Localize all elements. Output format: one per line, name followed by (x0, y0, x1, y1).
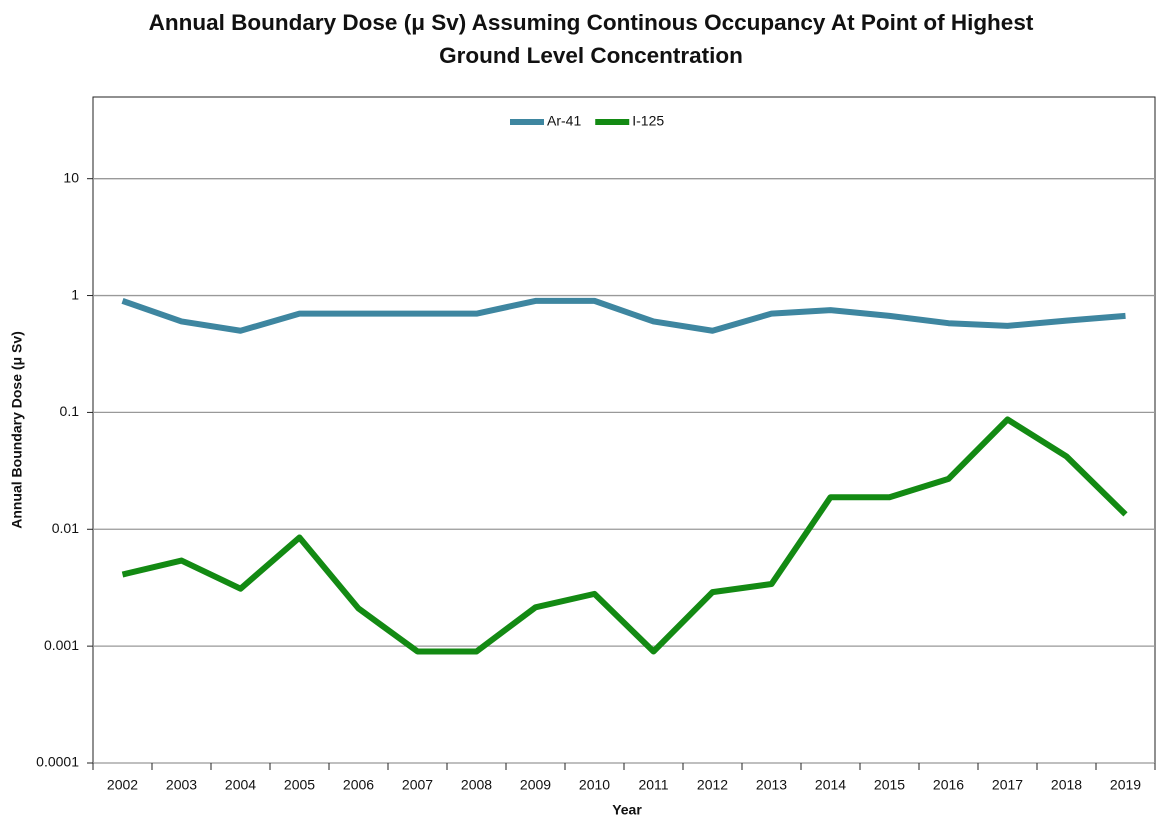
y-axis-label: Annual Boundary Dose (μ Sv) (9, 331, 25, 529)
x-tick-label: 2010 (579, 777, 610, 793)
y-tick-label: 0.0001 (36, 754, 79, 770)
x-tick-label: 2014 (815, 777, 846, 793)
x-tick-label: 2011 (638, 777, 668, 793)
x-tick-label: 2018 (1051, 777, 1082, 793)
y-tick-label: 0.1 (60, 403, 80, 419)
x-tick-label: 2006 (343, 777, 374, 793)
x-tick-label: 2005 (284, 777, 315, 793)
y-tick-label: 1 (71, 286, 79, 302)
legend-label: I-125 (632, 113, 664, 129)
series-line (121, 297, 1126, 334)
x-tick-label: 2002 (107, 777, 138, 793)
x-tick-label: 2007 (402, 777, 433, 793)
x-tick-label: 2008 (461, 777, 492, 793)
x-tick-label: 2019 (1110, 777, 1141, 793)
x-tick-label: 2003 (166, 777, 197, 793)
y-tick-label: 10 (63, 169, 79, 185)
legend-label: Ar-41 (547, 113, 581, 129)
x-tick-label: 2015 (874, 777, 905, 793)
y-tick-label: 0.001 (44, 637, 79, 653)
x-tick-label: 2009 (520, 777, 551, 793)
series-line (121, 416, 1128, 655)
x-tick-label: 2017 (992, 777, 1023, 793)
x-tick-label: 2016 (933, 777, 964, 793)
chart-title: Annual Boundary Dose (μ Sv) Assuming Con… (148, 10, 1034, 68)
x-tick-label: 2012 (697, 777, 728, 793)
x-tick-label: 2013 (756, 777, 787, 793)
y-tick-label: 0.01 (52, 520, 79, 536)
x-axis-label: Year (612, 802, 642, 818)
x-tick-label: 2004 (225, 777, 256, 793)
